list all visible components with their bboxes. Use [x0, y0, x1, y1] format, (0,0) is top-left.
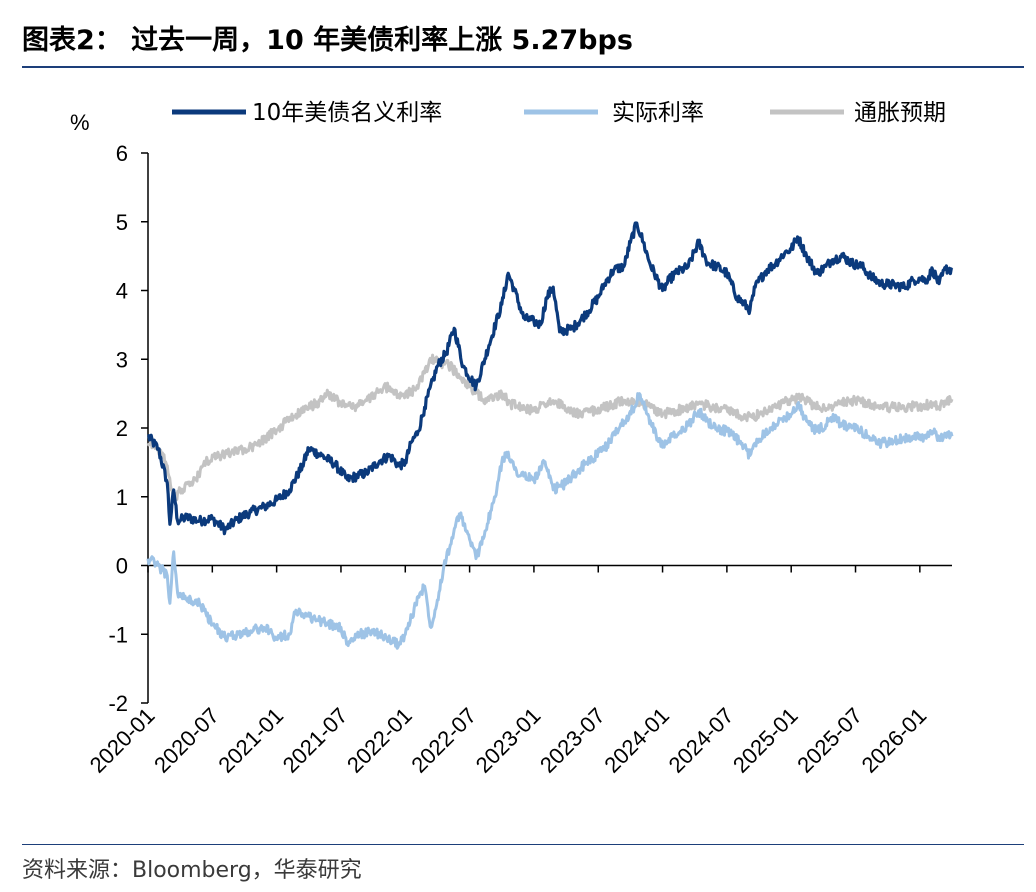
x-tick-label: 2020-07 — [149, 703, 224, 778]
x-tick-label: 2023-01 — [471, 703, 546, 778]
x-tick-label: 2025-07 — [792, 703, 867, 778]
series-line-real — [146, 392, 954, 650]
legend-label-nominal: 10年美债名义利率 — [252, 100, 442, 126]
series-line-nominal — [147, 221, 954, 536]
y-axis: -2 -1 0 1 2 3 4 5 6 — [108, 141, 149, 716]
x-tick-label: 2026-01 — [857, 703, 932, 778]
x-tick-label: 2021-07 — [278, 703, 353, 778]
x-tick-label: 2024-01 — [599, 703, 674, 778]
x-tick-label: 2022-07 — [406, 703, 481, 778]
y-tick-label: 3 — [116, 347, 128, 372]
legend-label-inflation: 通胀预期 — [854, 100, 946, 126]
y-axis-unit-label: % — [70, 110, 90, 135]
series-line-inflation — [146, 353, 954, 503]
title-divider — [22, 66, 1024, 68]
y-tick-label: 2 — [116, 416, 128, 441]
legend: 10年美债名义利率 实际利率 通胀预期 — [172, 100, 946, 126]
legend-label-real: 实际利率 — [612, 100, 704, 126]
x-tick-label: 2022-01 — [342, 703, 417, 778]
x-axis: 2020-012020-072021-012021-072022-012022-… — [85, 564, 952, 778]
source-divider — [22, 844, 1024, 845]
y-tick-label: 6 — [116, 141, 128, 166]
y-tick-label: 4 — [116, 279, 128, 304]
y-tick-label: 5 — [116, 210, 128, 235]
series-lines — [146, 221, 954, 650]
chart-title: 图表2： 过去一周，10 年美债利率上涨 5.27bps — [22, 25, 633, 56]
x-tick-label: 2025-01 — [728, 703, 803, 778]
source-note: 资料来源：Bloomberg，华泰研究 — [22, 858, 362, 883]
y-tick-label: -1 — [108, 622, 128, 647]
x-tick-label: 2023-07 — [535, 703, 610, 778]
x-tick-label: 2024-07 — [664, 703, 739, 778]
x-tick-label: 2021-01 — [213, 703, 288, 778]
y-tick-label: -2 — [108, 691, 128, 716]
y-tick-label: 0 — [116, 554, 128, 579]
y-tick-label: 1 — [116, 485, 128, 510]
